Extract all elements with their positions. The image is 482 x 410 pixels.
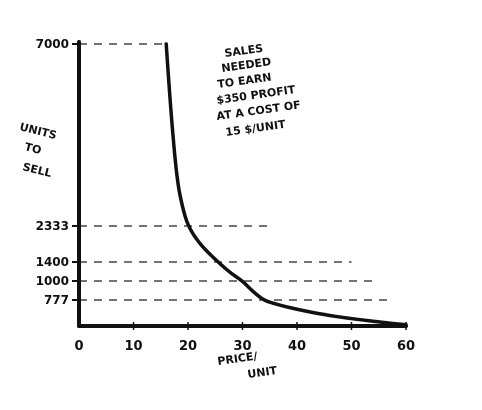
x-tick-marks bbox=[132, 322, 407, 330]
x-axis-label: PRICE/ UNIT bbox=[217, 349, 279, 381]
x-tick-labels: 0 10 20 30 40 50 60 bbox=[74, 339, 415, 354]
y-tick-label: 2333 bbox=[36, 219, 69, 233]
x-axis-label-line-1: PRICE/ bbox=[217, 349, 260, 368]
y-tick-label: 777 bbox=[44, 293, 69, 307]
y-tick-labels: 7000 2333 1400 1000 777 bbox=[36, 37, 69, 307]
annotation-line-1: SALES bbox=[224, 42, 264, 60]
y-axis-label-line-2: TO bbox=[23, 140, 43, 157]
y-tick-label: 1000 bbox=[36, 274, 69, 288]
x-axis-label-line-2: UNIT bbox=[247, 364, 279, 381]
x-tick-label: 0 bbox=[74, 339, 83, 354]
series-line bbox=[164, 42, 408, 327]
y-tick-marks bbox=[72, 43, 81, 301]
annotation-line-6: 15 $/UNIT bbox=[225, 118, 287, 139]
x-tick-label: 10 bbox=[124, 339, 142, 354]
x-tick-label: 20 bbox=[179, 339, 197, 354]
chart-annotation: SALES NEEDED TO EARN $350 PROFIT AT A CO… bbox=[216, 42, 302, 139]
x-tick-label: 60 bbox=[397, 339, 415, 354]
x-tick-label: 30 bbox=[233, 339, 251, 354]
reference-lines bbox=[79, 43, 390, 301]
y-axis-label-line-1: UNITS bbox=[18, 120, 58, 142]
x-tick-label: 50 bbox=[342, 339, 360, 354]
y-axis-label-line-3: SELL bbox=[21, 160, 53, 180]
y-axis-label: UNITS TO SELL bbox=[18, 120, 58, 180]
x-tick-label: 40 bbox=[288, 339, 306, 354]
y-tick-label: 1400 bbox=[36, 255, 69, 269]
y-tick-label: 7000 bbox=[36, 37, 69, 51]
